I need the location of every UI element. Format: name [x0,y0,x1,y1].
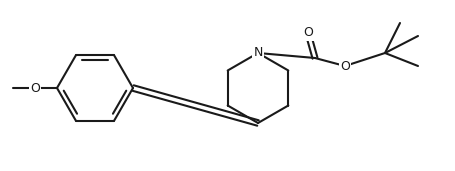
Text: N: N [253,47,263,60]
Text: O: O [30,82,40,95]
Text: O: O [303,27,313,40]
Text: O: O [340,60,350,73]
